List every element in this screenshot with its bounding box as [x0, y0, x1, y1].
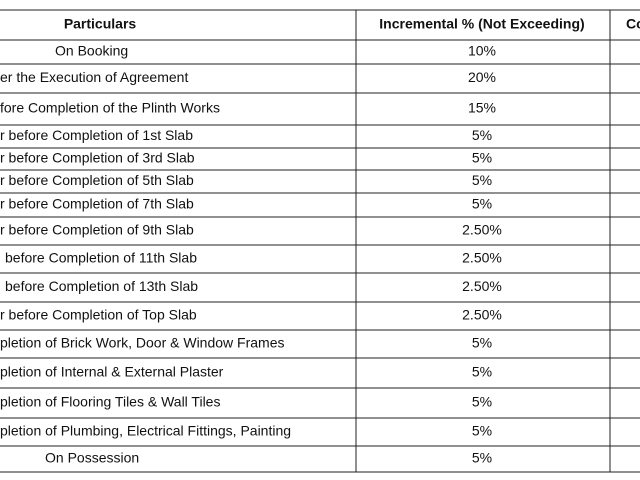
- percent-cell: 15%: [468, 100, 496, 116]
- particular-cell: On Booking: [55, 43, 128, 59]
- particular-cell: before Completion of 13th Slab: [5, 278, 198, 294]
- header-cell: Co: [626, 16, 640, 32]
- particular-cell: r before Completion of 7th Slab: [0, 196, 194, 212]
- particular-cell: fore Completion of the Plinth Works: [0, 100, 220, 116]
- percent-cell: 5%: [472, 450, 492, 466]
- particular-cell: r before Completion of Top Slab: [0, 307, 197, 323]
- particular-cell: pletion of Plumbing, Electrical Fittings…: [0, 423, 291, 439]
- particular-cell: pletion of Flooring Tiles & Wall Tiles: [0, 394, 220, 410]
- particular-cell: r before Completion of 9th Slab: [0, 222, 194, 238]
- percent-cell: 5%: [472, 364, 492, 380]
- particular-cell: pletion of Internal & External Plaster: [0, 364, 224, 380]
- percent-cell: 10%: [468, 43, 496, 59]
- percent-cell: 5%: [472, 335, 492, 351]
- percent-cell: 2.50%: [462, 222, 502, 238]
- percent-cell: 5%: [472, 196, 492, 212]
- header-cell: Incremental % (Not Exceeding): [379, 16, 584, 32]
- particular-cell: r before Completion of 3rd Slab: [0, 150, 195, 166]
- percent-cell: 2.50%: [462, 250, 502, 266]
- percent-cell: 5%: [472, 150, 492, 166]
- percent-cell: 5%: [472, 423, 492, 439]
- particular-cell: r before Completion of 1st Slab: [0, 127, 193, 143]
- percent-cell: 2.50%: [462, 278, 502, 294]
- particular-cell: r before Completion of 5th Slab: [0, 172, 194, 188]
- percent-cell: 2.50%: [462, 307, 502, 323]
- particular-cell: er the Execution of Agreement: [0, 69, 188, 85]
- particular-cell: before Completion of 11th Slab: [5, 250, 197, 266]
- percent-cell: 5%: [472, 172, 492, 188]
- percent-cell: 5%: [472, 394, 492, 410]
- percent-cell: 20%: [468, 69, 496, 85]
- percent-cell: 5%: [472, 127, 492, 143]
- particular-cell: pletion of Brick Work, Door & Window Fra…: [0, 335, 285, 351]
- header-cell: Particulars: [64, 16, 137, 32]
- particular-cell: On Possession: [45, 450, 139, 466]
